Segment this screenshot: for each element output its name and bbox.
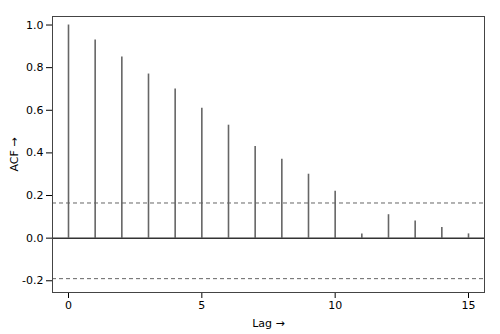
- svg-text:Lag →: Lag →: [252, 317, 285, 330]
- svg-text:0.8: 0.8: [26, 61, 44, 74]
- svg-text:0.6: 0.6: [26, 104, 44, 117]
- svg-text:0.4: 0.4: [26, 146, 44, 159]
- svg-text:-0.2: -0.2: [22, 274, 43, 287]
- svg-text:15: 15: [462, 299, 476, 312]
- svg-text:0.2: 0.2: [26, 189, 44, 202]
- svg-text:0: 0: [65, 299, 72, 312]
- svg-text:10: 10: [328, 299, 342, 312]
- svg-text:0.0: 0.0: [26, 232, 44, 245]
- svg-text:5: 5: [198, 299, 205, 312]
- svg-text:1.0: 1.0: [26, 19, 44, 32]
- svg-text:ACF →: ACF →: [8, 137, 21, 171]
